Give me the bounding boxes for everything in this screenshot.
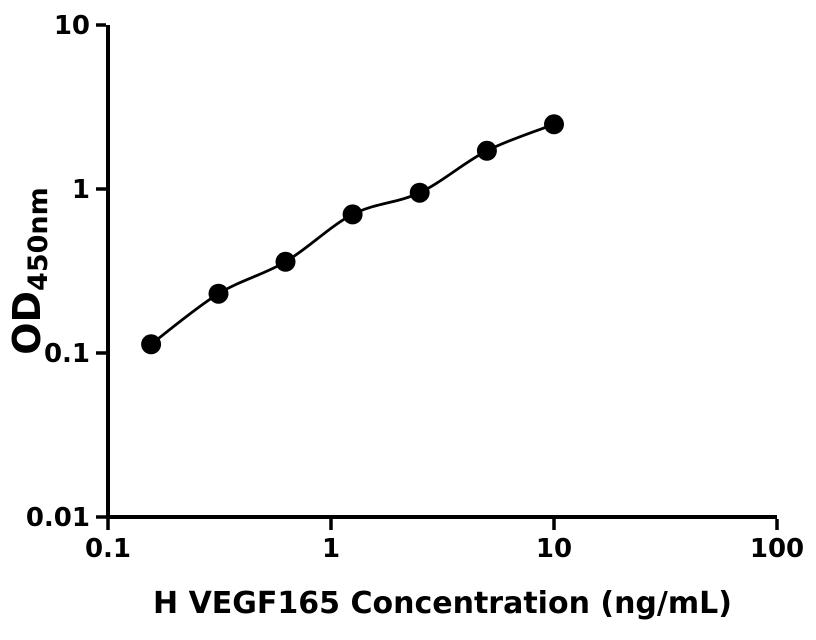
x-axis-title: H VEGF165 Concentration (ng/mL) — [153, 586, 732, 621]
data-point — [275, 251, 296, 272]
x-axis-tick-label: 1 — [322, 534, 340, 564]
x-axis-tick-label: 0.1 — [85, 534, 131, 564]
y-axis-tick-label: 1 — [72, 175, 90, 205]
axis-spine — [106, 25, 777, 519]
data-point — [409, 182, 430, 203]
data-point — [141, 334, 162, 355]
y-axis-title: OD450nm — [5, 187, 54, 355]
y-axis-tick-label: 10 — [54, 11, 90, 41]
data-point — [208, 283, 229, 304]
y-axis-tick-label: 0.01 — [26, 503, 90, 533]
x-axis-tick-label: 100 — [750, 534, 804, 564]
y-axis-tick-label: 0.1 — [44, 339, 90, 369]
x-axis-tick-label: 10 — [536, 534, 572, 564]
data-point — [342, 204, 363, 225]
data-point — [476, 140, 497, 161]
data-point — [544, 114, 564, 135]
